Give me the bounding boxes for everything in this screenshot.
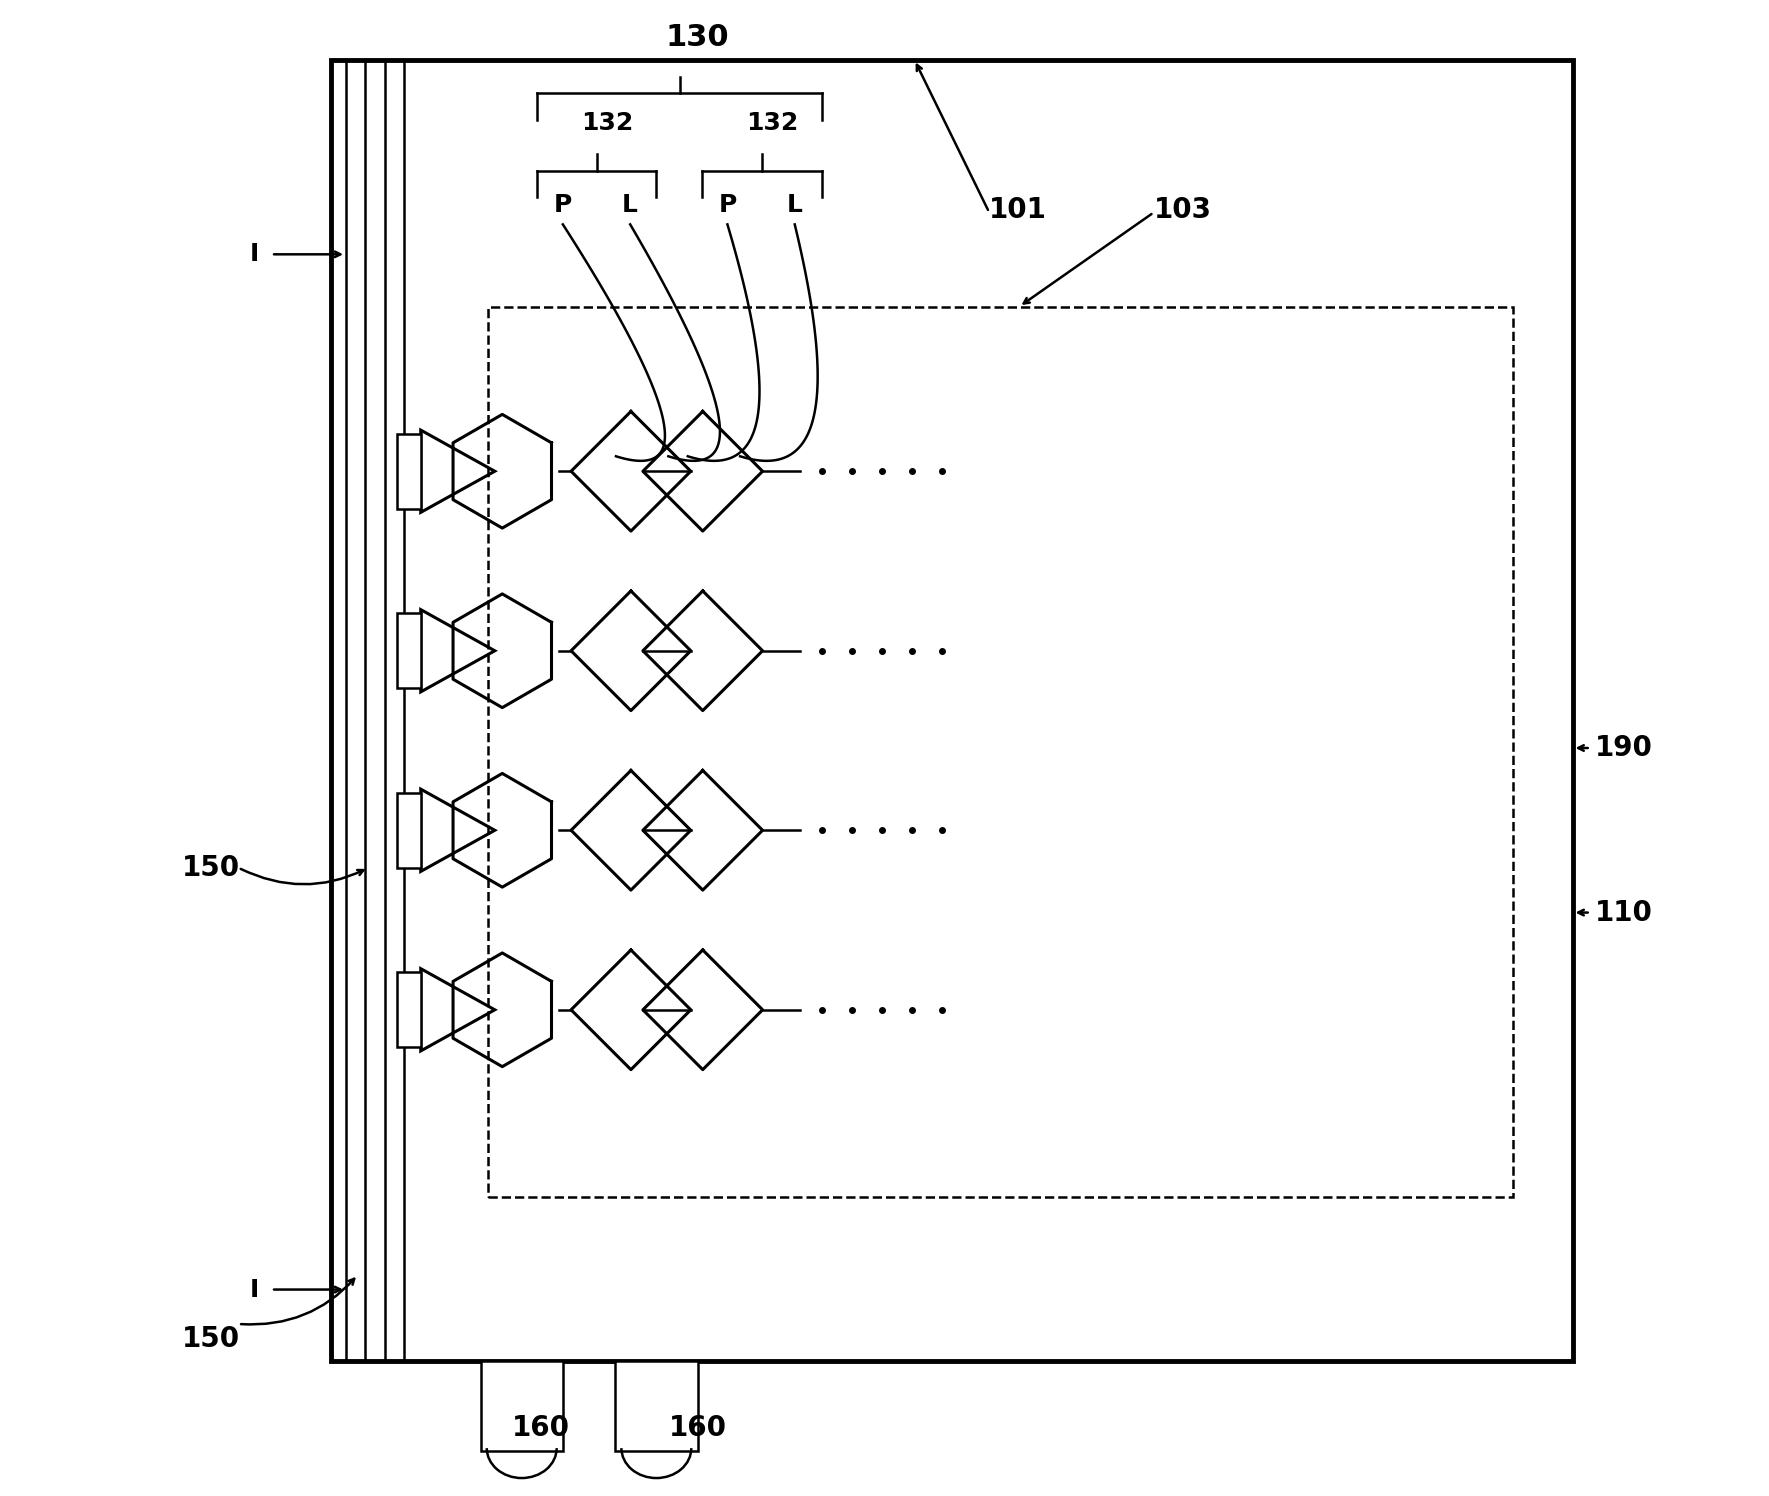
Text: 150: 150 [182,854,239,881]
Text: 110: 110 [1596,899,1652,926]
Text: 132: 132 [747,111,798,135]
Bar [481,1361,563,1451]
Text: 150: 150 [182,1325,239,1352]
Text: 103: 103 [1153,196,1212,224]
Text: P: P [554,193,571,217]
Bar [331,60,1573,1361]
Bar [616,1361,697,1451]
Text: 130: 130 [665,24,729,52]
Bar [396,972,421,1047]
Text: 190: 190 [1596,735,1652,761]
Bar [396,434,421,509]
Text: 160: 160 [669,1414,727,1442]
Text: I: I [249,242,260,266]
Bar [396,793,421,868]
Bar [396,613,421,688]
Text: L: L [623,193,639,217]
Text: 132: 132 [582,111,633,135]
Text: I: I [249,1278,260,1302]
Text: 101: 101 [989,196,1047,224]
Text: P: P [718,193,736,217]
Text: 160: 160 [511,1414,570,1442]
Text: L: L [787,193,803,217]
Bar [488,307,1512,1197]
